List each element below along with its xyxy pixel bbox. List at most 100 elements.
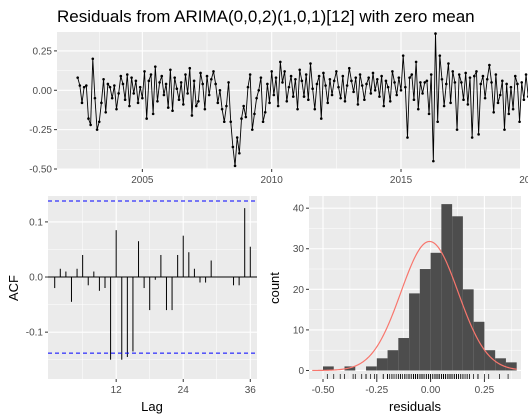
residual-point — [87, 117, 90, 120]
acf-y-axis-label: ACF — [6, 275, 21, 301]
hist-x-tick-label: -0.25 — [365, 385, 388, 396]
residual-point — [268, 101, 271, 105]
residual-point — [511, 107, 515, 111]
residual-point — [345, 84, 349, 87]
residual-point — [229, 120, 233, 124]
ts-x-tick-label: 2010 — [261, 175, 284, 186]
residual-point — [520, 81, 524, 84]
residual-point — [85, 84, 88, 87]
residual-point — [378, 95, 381, 98]
residual-point — [332, 79, 336, 83]
acf-x-tick-label: 12 — [111, 385, 123, 396]
residual-point — [117, 92, 120, 95]
residual-point — [302, 95, 306, 98]
residual-point — [352, 90, 355, 94]
residual-point — [190, 114, 194, 117]
residual-point — [156, 99, 159, 103]
histogram-bar — [462, 289, 474, 371]
residual-point — [182, 103, 185, 106]
residual-point — [399, 88, 403, 92]
residual-point — [82, 85, 86, 89]
residual-point — [274, 76, 278, 79]
histogram-bar — [441, 204, 453, 371]
residual-point — [227, 81, 230, 84]
residual-point — [507, 112, 511, 116]
residual-point — [203, 107, 207, 111]
residual-point — [501, 79, 504, 83]
residual-point — [210, 77, 213, 81]
residual-point — [365, 82, 368, 86]
residual-point — [194, 104, 198, 108]
residual-point — [473, 74, 476, 78]
residual-point — [246, 85, 250, 89]
residual-point — [464, 71, 467, 75]
residual-point — [121, 82, 125, 86]
histogram-bar — [376, 358, 388, 371]
residual-point — [76, 76, 79, 79]
residual-point — [134, 79, 138, 83]
residual-point — [488, 63, 491, 67]
residual-point — [513, 74, 517, 78]
residual-point — [253, 112, 256, 116]
hist-y-tick-label: 30 — [293, 244, 305, 255]
residual-point — [235, 136, 239, 139]
time-series-panel — [57, 32, 520, 169]
residual-point — [339, 96, 342, 100]
histogram-bar — [430, 252, 442, 371]
residual-point — [250, 128, 254, 131]
residual-point — [244, 115, 248, 119]
acf-y-tick-label: 0.1 — [29, 217, 43, 228]
residual-point — [132, 92, 136, 95]
residual-point — [416, 107, 420, 111]
residual-point — [259, 76, 263, 79]
residual-point — [494, 73, 498, 76]
residual-point — [475, 70, 478, 73]
residual-point — [186, 92, 189, 95]
acf-y-tick-label: -0.1 — [26, 328, 44, 339]
residual-point — [104, 111, 108, 114]
residual-point — [123, 98, 127, 102]
residual-point — [444, 82, 448, 86]
residual-point — [425, 79, 429, 83]
residual-point — [218, 88, 222, 92]
acf-panel — [48, 196, 257, 379]
residual-point — [449, 101, 452, 105]
residual-point — [307, 98, 310, 102]
residual-point — [214, 82, 217, 86]
residual-point — [130, 76, 133, 79]
residual-point — [110, 96, 114, 100]
residual-point — [468, 76, 472, 79]
residual-point — [138, 85, 142, 89]
residual-point — [128, 104, 131, 108]
residual-point — [453, 81, 457, 84]
residual-point — [369, 92, 373, 95]
residual-point — [496, 101, 500, 105]
residual-point — [179, 81, 183, 84]
residual-point — [429, 73, 433, 76]
residual-point — [490, 81, 493, 84]
residual-point — [466, 103, 470, 106]
residual-point — [108, 85, 112, 89]
residual-point — [97, 120, 101, 124]
acf-x-axis-label: Lag — [141, 399, 163, 414]
residual-point — [485, 77, 489, 81]
histogram-bar — [419, 269, 431, 371]
residual-point — [304, 73, 308, 76]
residual-point — [324, 84, 327, 87]
residual-point — [322, 71, 325, 75]
histogram-x-axis-label: residuals — [389, 399, 442, 414]
residual-point — [350, 79, 353, 83]
histogram-bar — [409, 293, 420, 371]
residual-point — [354, 76, 358, 79]
residual-point — [380, 74, 383, 78]
residual-point — [470, 136, 474, 139]
residual-point — [143, 70, 146, 73]
residual-point — [164, 82, 168, 86]
residual-point — [136, 101, 140, 105]
histogram-bar — [484, 350, 496, 371]
acf-plot: 12 24 36 0.1 0.0 -0.1 Lag ACF — [6, 196, 257, 414]
residual-point — [315, 82, 319, 86]
ts-y-tick-label: 0.00 — [33, 86, 53, 97]
residual-point — [257, 88, 261, 92]
